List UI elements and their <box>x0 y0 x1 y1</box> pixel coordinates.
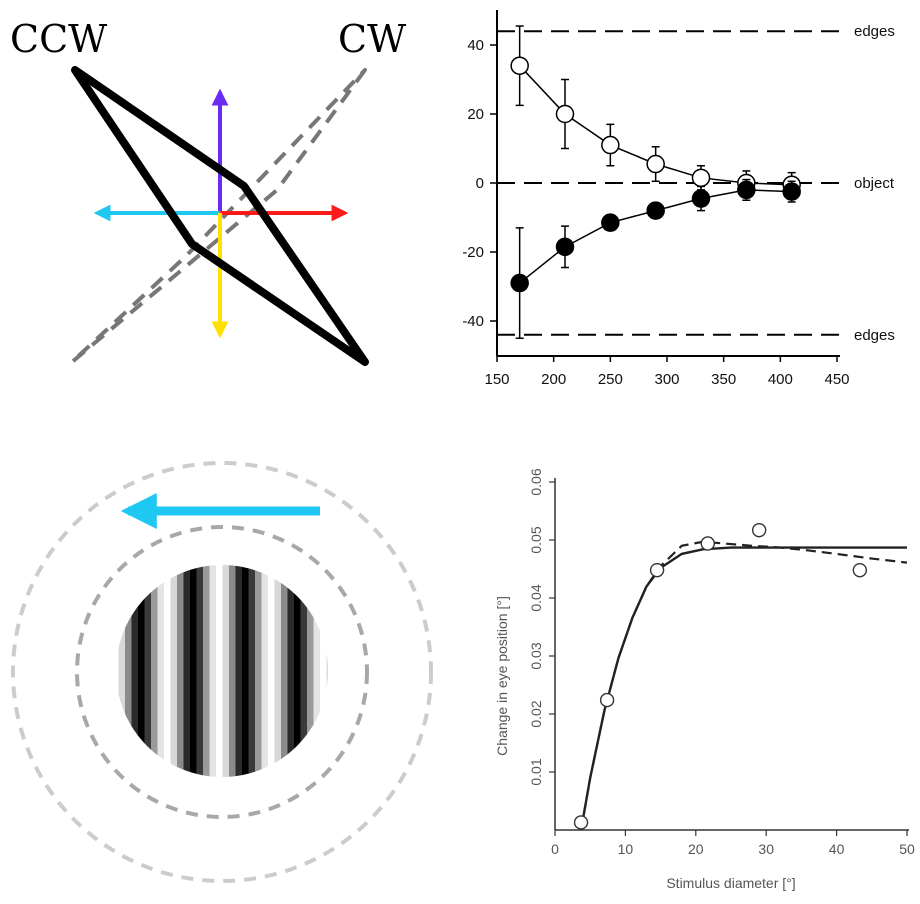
grating-stripe <box>287 565 295 777</box>
grating-stripe <box>268 565 275 777</box>
grating-stripe <box>261 565 269 777</box>
data-point-open <box>852 562 868 578</box>
y-tick-label: -20 <box>462 244 484 261</box>
y-tick-label: 0.06 <box>528 468 544 495</box>
data-point-open <box>700 536 715 551</box>
grating-stripe <box>242 565 249 777</box>
ccw-parallelogram <box>71 66 369 366</box>
reference-line-label: edges <box>854 23 895 40</box>
grating-stripe <box>326 565 328 777</box>
reference-line-label: edges <box>854 327 895 344</box>
data-point-open <box>601 135 620 155</box>
x-tick-label: 30 <box>758 841 774 857</box>
data-point-open <box>573 815 589 830</box>
ccw-label: CCW <box>10 17 107 61</box>
inner-dashed-ring <box>75 525 369 819</box>
grating-stripe <box>216 565 223 777</box>
grating-stripe <box>138 565 145 777</box>
grating-stripe <box>300 565 308 777</box>
data-point-filled <box>691 189 711 208</box>
grating-stripes <box>116 565 328 777</box>
eye-position-chart-panel: 0.01 0.02 0.03 0.04 0.05 0.06 0 10 20 30 40 50 Stimu… <box>470 450 920 904</box>
x-axis-title: Stimulus diameter [°] <box>666 875 795 891</box>
y-tick-label: 0.01 <box>528 758 544 785</box>
data-point-open <box>646 154 665 174</box>
rotation-diagram-panel: CCW CW <box>0 0 450 380</box>
x-tick-label: 10 <box>618 841 634 857</box>
grating-stripe <box>294 565 301 777</box>
grating-stripe <box>164 565 171 777</box>
x-tick-label: 0 <box>551 841 559 857</box>
grating-stimulus-panel <box>0 450 460 904</box>
grating-stripe <box>209 565 217 777</box>
grating-stripe <box>151 565 158 777</box>
reference-line-label: object <box>854 175 895 192</box>
grating-stripe <box>118 565 126 777</box>
grating-stripe <box>235 565 243 777</box>
grating-stripe <box>320 565 327 777</box>
y-tick-label: 0.03 <box>528 642 544 669</box>
y-axis-title: Change in eye position [°] <box>494 596 510 756</box>
data-point-open <box>649 562 665 578</box>
y-tick-label: 20 <box>467 106 484 123</box>
grating-stripe <box>313 565 321 777</box>
grating-stripe <box>170 565 178 777</box>
x-tick-label: 200 <box>541 371 566 388</box>
data-point-open <box>555 104 575 124</box>
grating-stripe <box>177 565 184 777</box>
data-point-filled <box>646 201 665 220</box>
data-point-filled <box>555 237 575 257</box>
grating-stripe <box>248 565 256 777</box>
data-point-open <box>599 692 615 708</box>
grating-stripe <box>144 565 152 777</box>
x-tick-label: 250 <box>598 371 623 388</box>
data-point-filled <box>510 273 529 293</box>
y-tick-label: 0.05 <box>528 526 544 553</box>
x-tick-label: 350 <box>711 371 736 388</box>
y-tick-label: -40 <box>462 313 484 330</box>
rotation-diagram: CCW CW <box>10 17 406 366</box>
fit-line-dashed <box>579 540 908 831</box>
eye-position-chart: 0.01 0.02 0.03 0.04 0.05 0.06 0 10 20 30 40 50 Stimu… <box>494 468 915 891</box>
y-tick-label: 0 <box>476 175 484 192</box>
cw-parallelogram <box>70 68 367 364</box>
position-error-chart-panel: 40 20 0 -20 -40 150 200 250 300 350 400 450 edges obj… <box>440 0 920 400</box>
grating-stripe <box>131 565 139 777</box>
y-tick-label: 40 <box>467 37 484 54</box>
grating-stripe <box>229 565 236 777</box>
data-point-filled <box>737 180 756 200</box>
x-tick-label: 400 <box>768 371 793 388</box>
x-tick-label: 450 <box>824 371 849 388</box>
grating-stripe <box>183 565 191 777</box>
grating-stripe <box>116 565 119 777</box>
data-point-open <box>510 56 529 75</box>
grating-stripe <box>307 565 314 777</box>
grating-stripe <box>274 565 282 777</box>
outer-dashed-ring <box>11 461 433 883</box>
fit-line-solid <box>579 546 907 831</box>
grating-stimulus <box>11 461 433 883</box>
x-tick-label: 150 <box>484 371 509 388</box>
grating-stripe <box>222 565 230 777</box>
data-point-open <box>691 168 711 188</box>
grating-stripe <box>281 565 288 777</box>
x-tick-label: 300 <box>654 371 679 388</box>
x-tick-label: 40 <box>829 841 845 857</box>
y-tick-label: 0.02 <box>528 700 544 727</box>
grating-stripe <box>203 565 210 777</box>
x-tick-label: 50 <box>899 841 915 857</box>
grating-stripe <box>125 565 132 777</box>
cw-label: CW <box>338 17 406 61</box>
y-tick-label: 0.04 <box>528 584 544 611</box>
data-point-filled <box>782 182 801 201</box>
grating-stripe <box>255 565 262 777</box>
grating-stripe <box>196 565 204 777</box>
grating-stripe <box>157 565 165 777</box>
data-point-open <box>751 522 767 538</box>
grating-stripe <box>190 565 197 777</box>
data-point-filled <box>601 213 620 232</box>
x-tick-label: 20 <box>688 841 704 857</box>
